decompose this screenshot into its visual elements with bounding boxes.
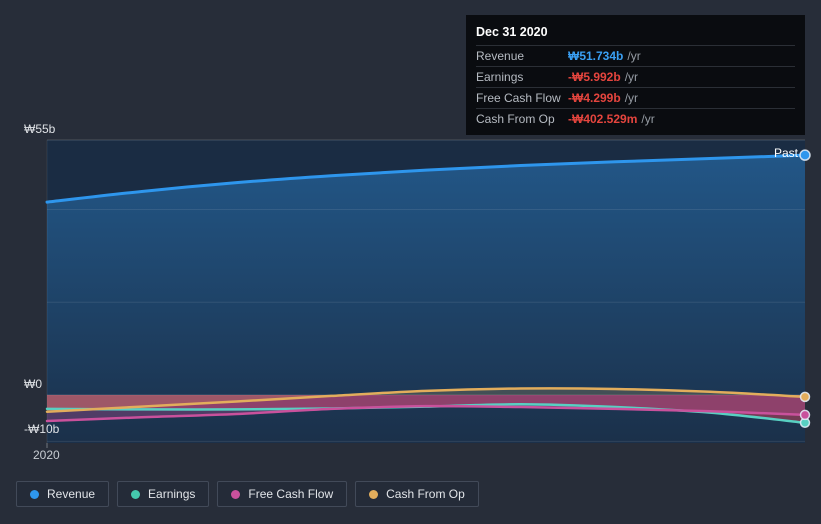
cash-from-op-series-dot-icon <box>369 489 379 499</box>
legend-label: Revenue <box>47 487 96 501</box>
chart-legend: Revenue Earnings Free Cash Flow Cash Fro… <box>16 481 479 507</box>
tooltip-row-revenue: Revenue ₩51.734b /yr <box>476 45 795 66</box>
x-axis-label-2020: 2020 <box>33 448 60 462</box>
tooltip-label: Earnings <box>476 70 524 84</box>
chart-tooltip: Dec 31 2020 Revenue ₩51.734b /yr Earning… <box>466 15 805 135</box>
y-axis-label-zero: ₩0 <box>24 377 42 391</box>
tooltip-value: ₩51.734b <box>568 49 624 63</box>
revenue-series-dot-icon <box>30 489 39 499</box>
tooltip-row-cash-from-op: Cash From Op -₩402.529m /yr <box>476 108 795 129</box>
legend-label: Cash From Op <box>386 487 465 501</box>
tooltip-row-earnings: Earnings -₩5.992b /yr <box>476 66 795 87</box>
tooltip-value: -₩5.992b <box>568 70 621 84</box>
past-period-label: Past <box>773 146 798 160</box>
legend-item-earnings[interactable]: Earnings <box>117 481 210 507</box>
tooltip-value: -₩402.529m <box>568 112 638 126</box>
legend-item-cash-from-op[interactable]: Cash From Op <box>355 481 479 507</box>
tooltip-unit: /yr <box>624 70 639 84</box>
legend-item-free-cash-flow[interactable]: Free Cash Flow <box>217 481 348 507</box>
legend-label: Free Cash Flow <box>248 487 334 501</box>
free-cash-flow-series-dot-icon <box>231 489 241 499</box>
legend-item-revenue[interactable]: Revenue <box>16 481 110 507</box>
tooltip-date: Dec 31 2020 <box>476 25 548 39</box>
earnings-series-dot-icon <box>131 489 141 499</box>
legend-label: Earnings <box>148 487 196 501</box>
tooltip-row-free-cash-flow: Free Cash Flow -₩4.299b /yr <box>476 87 795 108</box>
tooltip-unit: /yr <box>627 49 641 63</box>
tooltip-label: Revenue <box>476 49 525 63</box>
tooltip-unit: /yr <box>624 91 639 105</box>
y-axis-label-bottom: -₩10b <box>24 422 60 436</box>
tooltip-unit: /yr <box>641 112 655 126</box>
y-axis-label-top: ₩55b <box>24 122 56 136</box>
tooltip-label: Cash From Op <box>476 112 555 126</box>
tooltip-value: -₩4.299b <box>568 91 621 105</box>
tooltip-label: Free Cash Flow <box>476 91 561 105</box>
